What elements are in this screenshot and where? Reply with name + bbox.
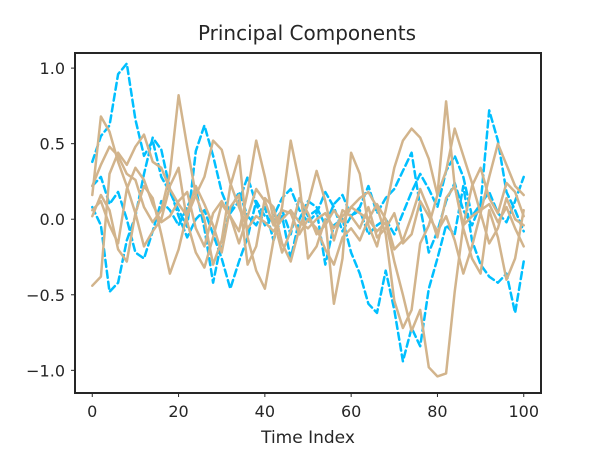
x-axis-label: Time Index — [260, 428, 355, 448]
series-line-8-solid — [91, 115, 525, 281]
x-tick-label: 80 — [427, 402, 447, 421]
x-axis-ticks: 0 20 40 60 80 100 — [87, 393, 539, 421]
x-tick-label: 0 — [87, 402, 97, 421]
series-line-6-solid — [91, 133, 525, 378]
x-tick-label: 40 — [255, 402, 275, 421]
y-axis-ticks: −1.0 −0.5 0.0 0.5 1.0 — [26, 59, 75, 380]
y-tick-label: 1.0 — [40, 59, 65, 78]
series-line-4-solid — [91, 94, 525, 306]
x-tick-label: 60 — [341, 402, 361, 421]
x-tick-label: 20 — [168, 402, 188, 421]
y-tick-label: 0.5 — [40, 135, 65, 154]
plot-frame — [74, 52, 542, 394]
y-tick-label: −0.5 — [26, 286, 65, 305]
series-layer — [91, 62, 525, 378]
chart-title: Principal Components — [198, 21, 416, 45]
series-line-5-solid — [91, 100, 525, 330]
series-line-7-solid — [91, 169, 525, 275]
y-tick-label: −1.0 — [26, 361, 65, 380]
x-tick-label: 100 — [508, 402, 539, 421]
y-tick-label: 0.0 — [40, 210, 65, 229]
